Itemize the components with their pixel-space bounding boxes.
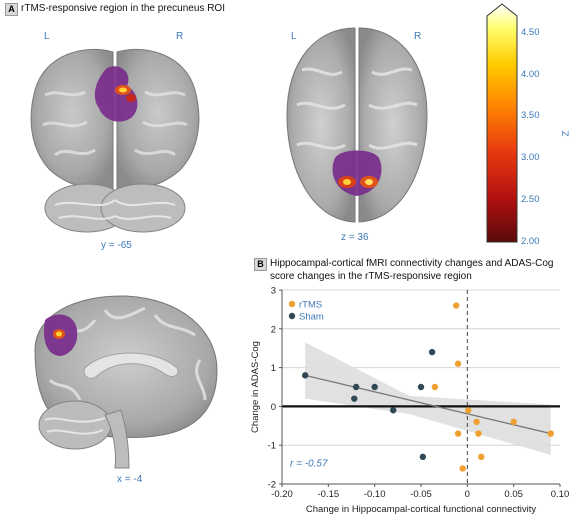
x-tick-label: 0.10 [551,489,570,500]
coronal-right-label: R [176,31,184,42]
panel-a-letter: A [5,3,18,16]
coronal-brain-slice [30,48,200,233]
colorbar [486,3,518,243]
panel-b-title: Hippocampal-cortical fMRI connectivity c… [270,258,570,283]
y-axis-label: Change in ADAS-Cog [250,341,261,433]
x-tick-label: -0.20 [271,489,293,500]
regression-line [305,374,551,435]
panel-b-letter: B [254,258,267,271]
x-axis-label: Change in Hippocampal-cortical functiona… [306,504,536,515]
correlation-annotation: r = -0.57 [290,459,328,470]
sham-point [351,395,358,402]
x-tick-label: -0.10 [364,489,386,500]
x-tick-label: 0 [465,489,470,500]
rtms-point [510,418,517,426]
rtms-point [453,302,460,309]
axial-left-label: L [291,31,297,42]
y-tick-label: 2 [271,324,276,335]
sham-point [390,407,397,414]
rtms-point [459,465,466,472]
x-tick-label: 0.05 [504,489,522,500]
sham-point [371,383,378,391]
rtms-point [454,430,462,437]
confidence-band [305,342,551,455]
rtms-point [547,430,554,437]
rtms-point [431,383,439,391]
x-tick-label: -0.15 [318,489,340,500]
colorbar-tick-label: 2.00 [521,236,540,247]
rtms-point [473,418,480,426]
y-tick-label: -2 [268,480,276,491]
rtms-point [475,430,482,437]
panel-b-title-line1: Hippocampal-cortical fMRI connectivity c… [270,258,554,269]
axial-brain-slice [286,27,428,223]
legend-label-rtms: rTMS [299,300,322,311]
colorbar-tick-label: 3.50 [521,110,540,122]
sagittal-brain-slice [34,295,218,469]
scatter-chart: 3 2 1 0 -1 -2-0.20 -0.15 -0.10 -0.05 0 0.05 0.10 Cha… [250,286,570,516]
rtms-point [454,360,462,367]
colorbar-tick-label: 4.50 [521,26,540,38]
axial-right-label: R [414,31,422,42]
y-tick-label: 1 [271,363,276,374]
sham-point [428,348,436,356]
panel-b-title-line2: score changes in the rTMS-responsive reg… [270,270,472,282]
sham-point [419,453,427,461]
x-tick-label: -0.05 [410,489,432,500]
colorbar-tick-label: 3.00 [521,152,540,164]
sham-point [417,383,425,391]
sham-point [301,372,309,379]
rtms-point [465,407,472,414]
y-tick-label: 0 [271,402,276,413]
y-tick-label: -1 [268,441,276,452]
y-tick-label: 3 [271,286,276,297]
rtms-point [478,453,485,461]
colorbar-tick-label: 4.00 [521,68,540,80]
coronal-left-label: L [44,31,50,42]
sham-point [352,383,360,391]
sagittal-coord-label: x = -4 [117,474,143,485]
legend-marker-sham [288,312,296,320]
colorbar-label: Z [560,130,572,137]
axial-coord-label: z = 36 [341,232,369,243]
colorbar-tick-label: 2.50 [521,194,540,206]
panel-a-title: rTMS-responsive region in the precuneus … [21,3,225,14]
coronal-coord-label: y = -65 [101,240,132,251]
legend-label-sham: Sham [299,312,324,323]
legend-marker-rtms [288,300,296,308]
